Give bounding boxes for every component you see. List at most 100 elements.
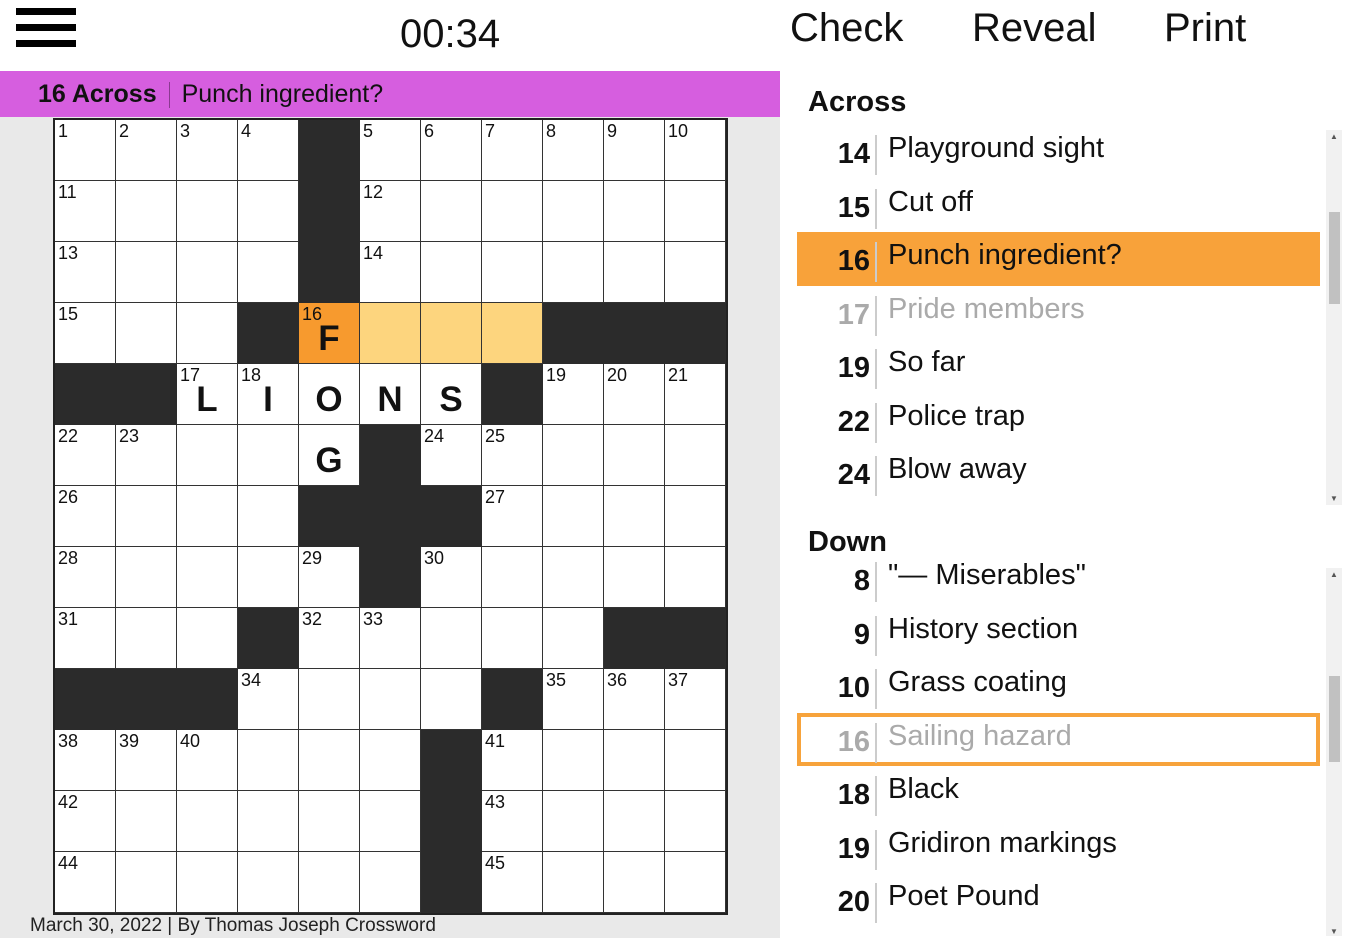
grid-cell[interactable] [604,730,665,791]
grid-cell[interactable] [238,486,299,547]
grid-cell[interactable] [482,242,543,303]
grid-cell[interactable]: 30 [421,547,482,608]
grid-cell[interactable] [299,669,360,730]
grid-cell[interactable] [543,425,604,486]
menu-button[interactable] [16,8,76,50]
scroll-up-icon[interactable]: ▲ [1330,132,1338,141]
grid-cell[interactable]: 17 L [177,364,238,425]
grid-cell[interactable]: 19 [543,364,604,425]
grid-cell[interactable] [543,486,604,547]
grid-cell[interactable] [238,547,299,608]
grid-cell[interactable]: 44 [55,852,116,913]
grid-cell[interactable] [177,486,238,547]
grid-cell[interactable]: 4 [238,120,299,181]
grid-cell[interactable]: 3 [177,120,238,181]
grid-cell[interactable] [238,730,299,791]
grid-cell[interactable] [360,669,421,730]
grid-cell[interactable]: 2 [116,120,177,181]
grid-cell[interactable] [604,547,665,608]
scroll-down-icon[interactable]: ▼ [1330,494,1338,503]
grid-cell[interactable] [299,852,360,913]
grid-cell[interactable] [299,791,360,852]
grid-cell[interactable] [482,547,543,608]
grid-cell[interactable]: 38 [55,730,116,791]
print-button[interactable]: Print [1164,6,1247,50]
crossword-grid[interactable]: 1 2 3 4 5 6 7 8 9 10 11 12 13 14 15 16 F 17 L 18 I O N S 19 20 21 2… [53,118,728,915]
grid-cell[interactable] [177,852,238,913]
down-clue-20[interactable]: 20 Poet Pound [797,873,1320,927]
grid-cell[interactable] [604,181,665,242]
grid-cell[interactable] [360,791,421,852]
grid-cell[interactable]: 26 [55,486,116,547]
down-clue-10[interactable]: 10 Grass coating [797,659,1320,713]
across-clue-15[interactable]: 15 Cut off [797,179,1320,233]
grid-cell[interactable]: 43 [482,791,543,852]
grid-cell[interactable] [543,547,604,608]
grid-cell[interactable]: 15 [55,303,116,364]
grid-cell[interactable] [360,303,421,364]
grid-cell[interactable]: 45 [482,852,543,913]
down-clue-16[interactable]: 16 Sailing hazard [797,712,1320,766]
across-scrollbar[interactable]: ▲ ▼ [1326,130,1342,505]
across-clue-17[interactable]: 17 Pride members [797,286,1320,340]
grid-cell[interactable]: 42 [55,791,116,852]
grid-cell[interactable] [665,852,726,913]
grid-cell[interactable] [177,425,238,486]
grid-cell[interactable]: 27 [482,486,543,547]
grid-cell[interactable] [116,608,177,669]
grid-cell[interactable]: 9 [604,120,665,181]
grid-cell[interactable] [360,852,421,913]
grid-cell[interactable] [421,303,482,364]
grid-cell[interactable]: 32 [299,608,360,669]
down-clue-list[interactable]: 8 "— Miserables" 9 History section 10 Grass c… [797,560,1342,938]
grid-cell[interactable] [604,242,665,303]
across-clue-14[interactable]: 14 Playground sight [797,125,1320,179]
grid-cell[interactable]: 40 [177,730,238,791]
grid-cell[interactable] [177,547,238,608]
grid-cell[interactable] [238,425,299,486]
grid-cell[interactable]: 20 [604,364,665,425]
grid-cell[interactable] [177,791,238,852]
grid-cell[interactable] [665,486,726,547]
grid-cell[interactable] [604,852,665,913]
down-scrollbar[interactable]: ▲ ▼ [1326,568,1342,936]
across-clue-22[interactable]: 22 Police trap [797,393,1320,447]
across-clue-list[interactable]: 14 Playground sight 15 Cut off 16 Punch ingre… [797,120,1342,505]
grid-cell[interactable] [665,730,726,791]
grid-cell[interactable] [421,242,482,303]
grid-cell[interactable]: 29 [299,547,360,608]
grid-cell[interactable]: 37 [665,669,726,730]
grid-cell[interactable]: 33 [360,608,421,669]
grid-cell[interactable] [177,181,238,242]
scroll-down-icon[interactable]: ▼ [1330,927,1338,936]
grid-cell[interactable] [543,181,604,242]
grid-cell[interactable] [177,608,238,669]
grid-cell[interactable] [238,791,299,852]
grid-cell[interactable] [116,303,177,364]
grid-cell[interactable]: 34 [238,669,299,730]
grid-cell[interactable] [543,791,604,852]
grid-cell[interactable] [665,791,726,852]
grid-cell[interactable] [116,181,177,242]
grid-cell[interactable]: N [360,364,421,425]
grid-cell[interactable] [238,852,299,913]
grid-cell[interactable] [116,486,177,547]
across-clue-16[interactable]: 16 Punch ingredient? [797,232,1320,286]
reveal-button[interactable]: Reveal [972,6,1097,50]
grid-cell[interactable] [116,547,177,608]
across-clue-24[interactable]: 24 Blow away [797,446,1320,500]
grid-cell[interactable]: 31 [55,608,116,669]
grid-cell[interactable] [116,242,177,303]
grid-cell[interactable]: 8 [543,120,604,181]
check-button[interactable]: Check [790,6,904,50]
across-clue-19[interactable]: 19 So far [797,339,1320,393]
grid-cell[interactable] [665,181,726,242]
grid-cell[interactable]: 5 [360,120,421,181]
grid-cell[interactable]: 35 [543,669,604,730]
grid-cell[interactable]: 6 [421,120,482,181]
grid-cell[interactable]: O [299,364,360,425]
grid-cell[interactable] [543,242,604,303]
grid-cell[interactable] [543,730,604,791]
grid-cell[interactable] [665,425,726,486]
grid-cell[interactable] [665,242,726,303]
